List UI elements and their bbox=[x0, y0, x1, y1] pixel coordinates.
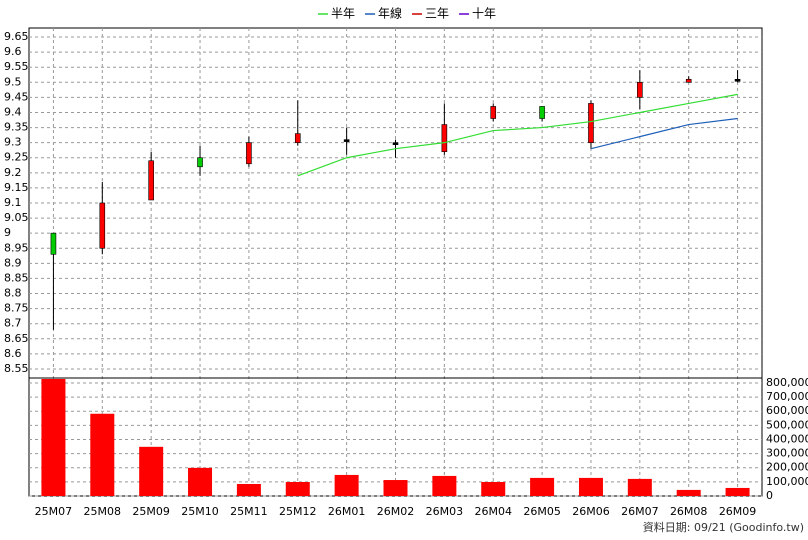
volume-bar bbox=[676, 489, 701, 496]
y-tick-label: 9.6 bbox=[4, 45, 22, 58]
volume-bar bbox=[432, 475, 457, 496]
ma-line bbox=[297, 93, 738, 177]
x-tick-label: 25M09 bbox=[132, 505, 170, 518]
y-tick-label: 9.55 bbox=[4, 60, 29, 73]
y-tick-label: 9.05 bbox=[4, 211, 29, 224]
volume-bar bbox=[627, 478, 652, 496]
legend-label: 年線 bbox=[378, 6, 402, 21]
x-tick-label: 26M05 bbox=[523, 505, 561, 518]
y-tick-label: 300,000 bbox=[766, 447, 808, 460]
y-tick-label: 800,000 bbox=[766, 376, 808, 389]
volume-bar bbox=[481, 482, 506, 496]
y-tick-label: 100,000 bbox=[766, 475, 808, 488]
y-tick-label: 8.65 bbox=[4, 332, 29, 345]
volume-bar bbox=[285, 482, 310, 496]
candle-body bbox=[734, 78, 741, 82]
y-tick-label: 400,000 bbox=[766, 432, 808, 445]
y-tick-label: 0 bbox=[766, 489, 773, 502]
y-tick-label: 9.1 bbox=[4, 196, 22, 209]
y-tick-label: 8.7 bbox=[4, 317, 22, 330]
y-tick-label: 8.8 bbox=[4, 287, 22, 300]
volume-bar bbox=[383, 480, 408, 496]
x-tick-label: 25M08 bbox=[84, 505, 122, 518]
volume-bar bbox=[188, 467, 213, 496]
x-tick-label: 26M03 bbox=[426, 505, 464, 518]
y-tick-label: 9.35 bbox=[4, 121, 29, 134]
candle-body bbox=[197, 157, 203, 168]
volume-bar bbox=[139, 446, 164, 496]
x-tick-label: 26M04 bbox=[474, 505, 512, 518]
candle-body bbox=[246, 142, 252, 165]
y-tick-label: 9.15 bbox=[4, 181, 29, 194]
candle-body bbox=[539, 106, 545, 119]
x-tick-label: 25M11 bbox=[230, 505, 268, 518]
x-tick-label: 26M01 bbox=[328, 505, 366, 518]
candle-body bbox=[99, 202, 106, 249]
candle-body bbox=[148, 160, 154, 201]
x-tick-label: 26M07 bbox=[621, 505, 659, 518]
legend-label: 三年 bbox=[425, 7, 449, 21]
x-tick-label: 26M06 bbox=[572, 505, 610, 518]
candle-body bbox=[685, 78, 692, 83]
y-tick-label: 9.45 bbox=[4, 90, 29, 103]
volume-bar bbox=[725, 487, 750, 496]
candle-body bbox=[637, 82, 643, 98]
y-tick-label: 8.95 bbox=[4, 241, 29, 254]
y-tick-label: 200,000 bbox=[766, 461, 808, 474]
x-tick-label: 25M07 bbox=[35, 505, 73, 518]
candle-body bbox=[50, 232, 57, 255]
x-tick-label: 26M02 bbox=[377, 505, 415, 518]
candle-body bbox=[441, 124, 448, 153]
y-tick-label: 9.4 bbox=[4, 105, 22, 118]
candle-body bbox=[490, 106, 497, 119]
volume-bar bbox=[236, 483, 261, 496]
legend-label: 半年 bbox=[331, 7, 355, 21]
y-tick-label: 9.3 bbox=[4, 136, 22, 149]
x-tick-label: 26M09 bbox=[719, 505, 757, 518]
candle-body bbox=[294, 133, 301, 143]
y-tick-label: 9.65 bbox=[4, 30, 29, 43]
y-tick-label: 9.25 bbox=[4, 151, 29, 164]
volume-bar bbox=[41, 378, 66, 496]
volume-bar bbox=[334, 474, 359, 496]
y-tick-label: 8.6 bbox=[4, 347, 22, 360]
volume-bar bbox=[90, 413, 115, 496]
y-tick-label: 9 bbox=[4, 226, 11, 239]
y-tick-label: 8.75 bbox=[4, 302, 29, 315]
y-tick-label: 8.55 bbox=[4, 362, 29, 375]
y-tick-label: 8.85 bbox=[4, 271, 29, 284]
x-tick-label: 26M08 bbox=[670, 505, 708, 518]
candle-body bbox=[343, 139, 350, 142]
candle-body bbox=[392, 142, 399, 145]
y-tick-label: 8.9 bbox=[4, 256, 22, 269]
x-tick-label: 25M12 bbox=[279, 505, 317, 518]
y-tick-label: 9.5 bbox=[4, 75, 22, 88]
y-tick-label: 700,000 bbox=[766, 390, 808, 403]
legend-label: 十年 bbox=[472, 7, 496, 21]
y-tick-label: 9.2 bbox=[4, 166, 22, 179]
y-tick-label: 500,000 bbox=[766, 418, 808, 431]
y-tick-label: 600,000 bbox=[766, 404, 808, 417]
footer: 資料日期: 09/21 (Goodinfo.tw) bbox=[643, 520, 804, 534]
candle-body bbox=[588, 103, 594, 143]
x-tick-label: 25M10 bbox=[181, 505, 219, 518]
volume-bar bbox=[578, 477, 603, 496]
ma-line bbox=[590, 117, 738, 150]
volume-bar bbox=[530, 477, 555, 496]
